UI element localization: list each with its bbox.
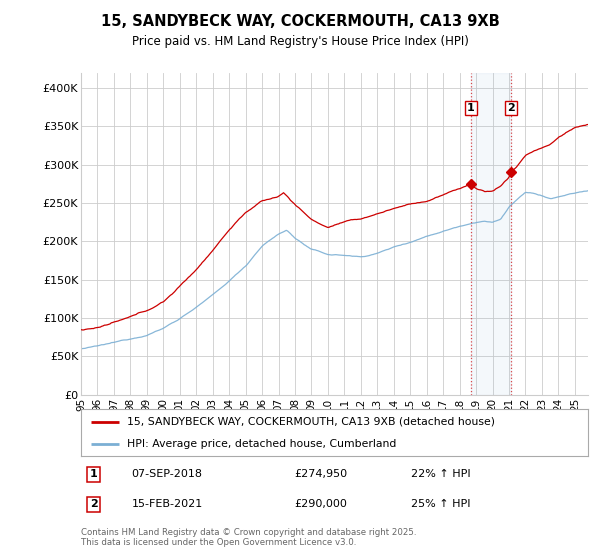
Text: 07-SEP-2018: 07-SEP-2018: [132, 469, 203, 479]
Text: Price paid vs. HM Land Registry's House Price Index (HPI): Price paid vs. HM Land Registry's House …: [131, 35, 469, 48]
Text: 2: 2: [507, 103, 515, 113]
Text: Contains HM Land Registry data © Crown copyright and database right 2025.
This d: Contains HM Land Registry data © Crown c…: [81, 528, 416, 547]
Text: 22% ↑ HPI: 22% ↑ HPI: [410, 469, 470, 479]
Text: 15, SANDYBECK WAY, COCKERMOUTH, CA13 9XB (detached house): 15, SANDYBECK WAY, COCKERMOUTH, CA13 9XB…: [127, 417, 494, 427]
Text: 2: 2: [90, 500, 98, 510]
Bar: [470, 73, 511, 395]
Text: 15, SANDYBECK WAY, COCKERMOUTH, CA13 9XB: 15, SANDYBECK WAY, COCKERMOUTH, CA13 9XB: [101, 14, 499, 29]
Text: 1: 1: [90, 469, 98, 479]
Text: 1: 1: [467, 103, 475, 113]
Text: £290,000: £290,000: [294, 500, 347, 510]
Text: HPI: Average price, detached house, Cumberland: HPI: Average price, detached house, Cumb…: [127, 438, 396, 449]
Text: 15-FEB-2021: 15-FEB-2021: [132, 500, 203, 510]
Text: £274,950: £274,950: [294, 469, 347, 479]
Text: 25% ↑ HPI: 25% ↑ HPI: [410, 500, 470, 510]
